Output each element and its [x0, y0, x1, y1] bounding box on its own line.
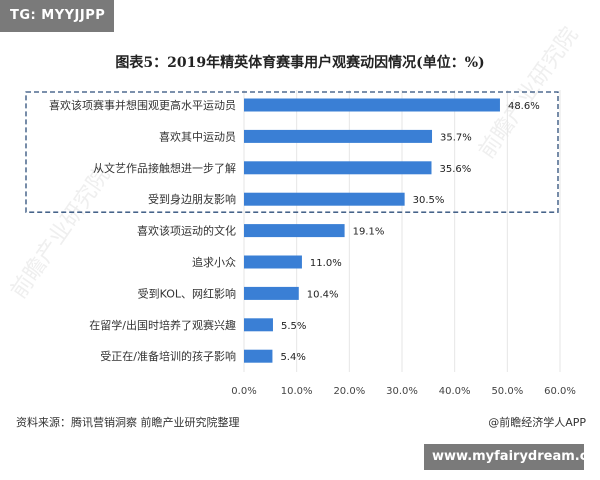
bar — [244, 286, 299, 300]
bar — [244, 224, 345, 238]
bar — [244, 255, 302, 269]
x-tick-label: 20.0% — [333, 386, 365, 397]
category-label: 受到身边朋友影响 — [148, 192, 236, 206]
category-label: 受到KOL、网红影响 — [138, 287, 236, 300]
category-label: 喜欢该项赛事并想围观更高水平运动员 — [49, 98, 236, 112]
data-label: 5.5% — [281, 321, 306, 332]
x-tick-labels: 0.0% 10.0% 20.0% 30.0% 40.0% 50.0% 60.0% — [231, 386, 576, 397]
category-label: 受正在/准备培训的孩子影响 — [100, 349, 236, 363]
data-label: 11.0% — [310, 258, 342, 269]
x-tick-label: 30.0% — [386, 386, 418, 397]
watermark-text: 前瞻产业研究院 — [6, 163, 115, 304]
x-tick-label: 40.0% — [439, 386, 471, 397]
x-tick-label: 0.0% — [231, 386, 256, 397]
value-labels: 48.6% 35.7% 35.6% 30.5% 19.1% 11.0% 10.4% 5.5% 5… — [280, 101, 539, 363]
bars — [244, 98, 500, 363]
category-label: 喜欢该项运动的文化 — [137, 224, 236, 238]
highlight-box — [25, 91, 559, 213]
data-label: 19.1% — [353, 227, 385, 238]
source-note: 资料来源：腾讯营销洞察 前瞻产业研究院整理 — [16, 416, 240, 429]
category-labels: 喜欢该项赛事并想围观更高水平运动员喜欢其中运动员从文艺作品接触想进一步了解受到身… — [49, 98, 236, 363]
x-tick-label: 10.0% — [281, 386, 313, 397]
category-label: 在留学/出国时培养了观赛兴趣 — [89, 318, 236, 332]
highlight-layer — [25, 91, 559, 213]
tg-banner: TG: MYYJJPP — [0, 0, 114, 32]
data-label: 10.4% — [307, 289, 339, 300]
category-label: 从文艺作品接触想进一步了解 — [93, 161, 236, 175]
bar — [244, 192, 405, 206]
x-tick-label: 60.0% — [544, 386, 576, 397]
data-label: 48.6% — [508, 101, 540, 112]
url-banner-text: www.myfairydream.com — [432, 449, 600, 464]
watermark-text: 前瞻产业研究院 — [474, 23, 583, 164]
chart-title: 图表5：2019年精英体育赛事用户观赛动因情况(单位：%) — [115, 55, 485, 71]
category-label: 追求小众 — [192, 255, 236, 269]
data-label: 35.6% — [439, 164, 471, 175]
url-banner: www.myfairydream.com — [424, 444, 600, 470]
category-label: 喜欢其中运动员 — [159, 129, 236, 143]
bar — [244, 129, 433, 143]
bar — [244, 318, 273, 332]
bar — [244, 98, 500, 112]
data-label: 30.5% — [413, 195, 445, 206]
bar — [244, 349, 273, 363]
data-label: 5.4% — [280, 352, 305, 363]
data-label: 35.7% — [440, 132, 472, 143]
bar — [244, 161, 432, 175]
source-credit: @前瞻经济学人APP — [488, 416, 586, 429]
x-tick-label: 50.0% — [491, 386, 523, 397]
tg-banner-text: TG: MYYJJPP — [10, 8, 106, 23]
